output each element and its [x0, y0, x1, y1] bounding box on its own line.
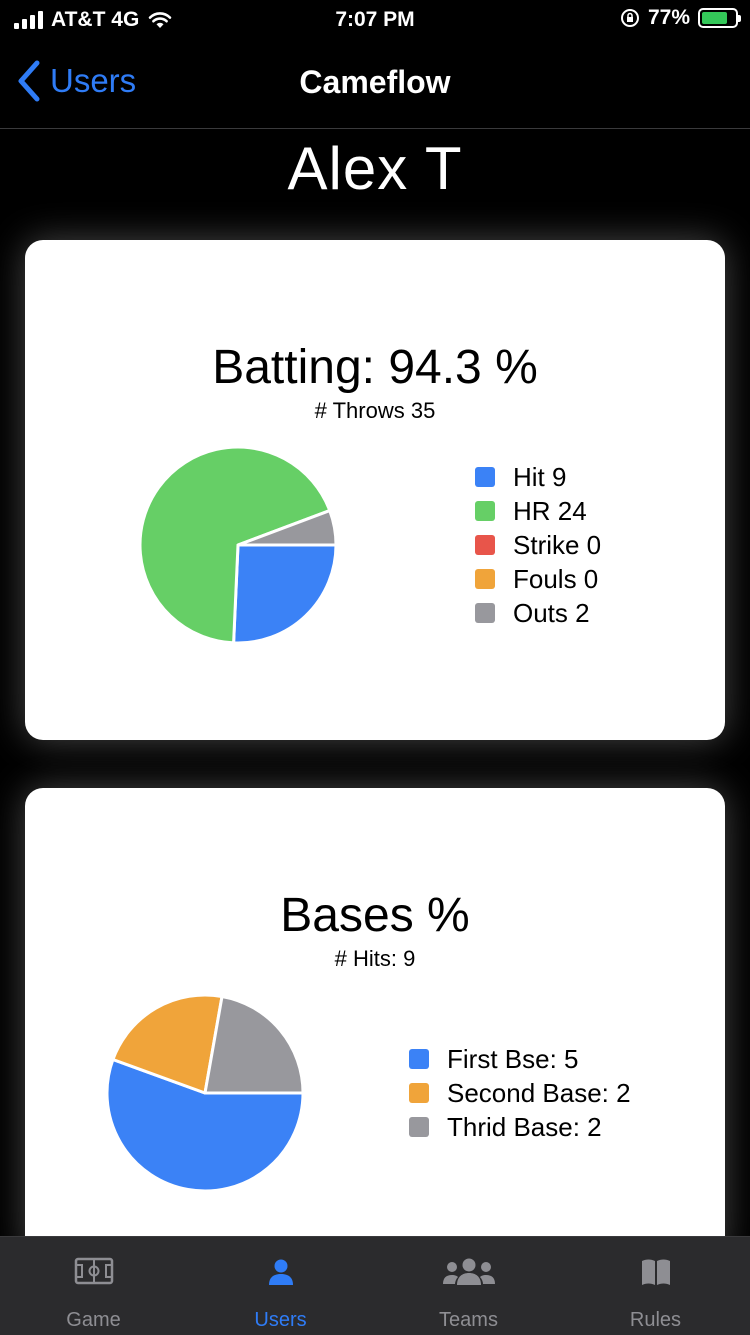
tab-teams[interactable]: Teams [375, 1237, 562, 1335]
pie-slice-thrid-base [203, 994, 305, 1095]
bases-title: Bases % [280, 889, 470, 942]
legend-item: Fouls 0 [475, 562, 601, 596]
tab-game-label: Game [66, 1309, 121, 1331]
navigation-bar: Users Cameflow [0, 44, 750, 129]
legend-swatch [475, 501, 495, 521]
tab-rules-icon-wrap [562, 1257, 749, 1291]
legend-swatch [475, 467, 495, 487]
tab-game-icon-wrap [0, 1257, 187, 1291]
legend-item: Outs 2 [475, 596, 601, 630]
back-button[interactable]: Users [16, 60, 136, 102]
tab-users-icon-wrap [187, 1257, 374, 1291]
pie-slice-outs [236, 509, 338, 547]
bases-card: Bases % # Hits: 9 First Bse: 5 Second Bas… [25, 788, 725, 1258]
bases-subtitle: # Hits: 9 [334, 946, 416, 971]
page-title: Cameflow [299, 64, 451, 100]
signal-icon [14, 11, 43, 29]
legend-swatch [475, 569, 495, 589]
legend-item: Strike 0 [475, 528, 601, 562]
legend-item: Hit 9 [475, 460, 601, 494]
status-bar-left: AT&T 4G [14, 8, 173, 32]
pie-slice-hr [138, 445, 332, 645]
batting-card: Batting: 94.3 % # Throws 35 Hit 9 HR 24 St… [25, 240, 725, 740]
battery-level-fill [702, 12, 727, 24]
batting-legend: Hit 9 HR 24 Strike 0 Fouls 0 Outs 2 [475, 460, 601, 630]
tab-teams-icon-wrap [375, 1257, 562, 1291]
legend-label: Hit 9 [513, 461, 567, 492]
pie-slice-first-bse [105, 1057, 305, 1193]
battery-nub [738, 15, 741, 22]
legend-label: Fouls 0 [513, 563, 599, 594]
batting-subtitle: # Throws 35 [314, 398, 436, 423]
batting-pie-chart [138, 445, 338, 645]
tab-teams-label: Teams [439, 1309, 498, 1331]
legend-swatch [475, 603, 495, 623]
tab-rules[interactable]: Rules [562, 1237, 749, 1335]
tab-users-label: Users [254, 1309, 307, 1331]
bases-pie-chart [105, 993, 305, 1193]
group-icon [442, 1258, 495, 1285]
legend-label: Thrid Base: 2 [447, 1111, 602, 1142]
legend-label: HR 24 [513, 495, 587, 526]
status-bar-right: 77% [620, 6, 741, 30]
legend-item: Second Base: 2 [409, 1076, 631, 1110]
status-bar: AT&T 4G 7:07 PM 77% [0, 0, 750, 44]
carrier-label: AT&T 4G [51, 8, 140, 31]
tab-game[interactable]: Game [0, 1237, 187, 1335]
legend-label: First Bse: 5 [447, 1043, 579, 1074]
legend-swatch [409, 1049, 429, 1069]
book-icon [641, 1259, 670, 1285]
battery-icon [698, 8, 741, 28]
battery-percent: 77% [647, 6, 690, 29]
legend-item: First Bse: 5 [409, 1042, 631, 1076]
legend-item: HR 24 [475, 494, 601, 528]
legend-swatch [409, 1117, 429, 1137]
orientation-lock-icon [620, 9, 639, 27]
legend-item: Thrid Base: 2 [409, 1110, 631, 1144]
person-icon [268, 1259, 293, 1285]
tab-bar: Game Users Teams [0, 1236, 750, 1335]
legend-label: Outs 2 [513, 597, 590, 628]
field-icon [74, 1257, 113, 1285]
legend-label: Strike 0 [513, 529, 602, 560]
legend-swatch [475, 535, 495, 555]
legend-label: Second Base: 2 [447, 1077, 631, 1108]
player-name: Alex T [287, 135, 463, 202]
legend-swatch [409, 1083, 429, 1103]
pie-slice-second-base [111, 993, 224, 1095]
tab-rules-label: Rules [629, 1309, 682, 1331]
pie-slice-hit [232, 543, 338, 645]
chevron-left-icon [18, 60, 40, 102]
batting-title: Batting: 94.3 % [212, 341, 538, 394]
tab-users[interactable]: Users [187, 1237, 374, 1335]
bases-legend: First Bse: 5 Second Base: 2 Thrid Base: 2 [409, 1042, 631, 1144]
clock: 7:07 PM [335, 8, 415, 31]
back-label: Users [50, 62, 137, 99]
wifi-icon [148, 12, 172, 28]
